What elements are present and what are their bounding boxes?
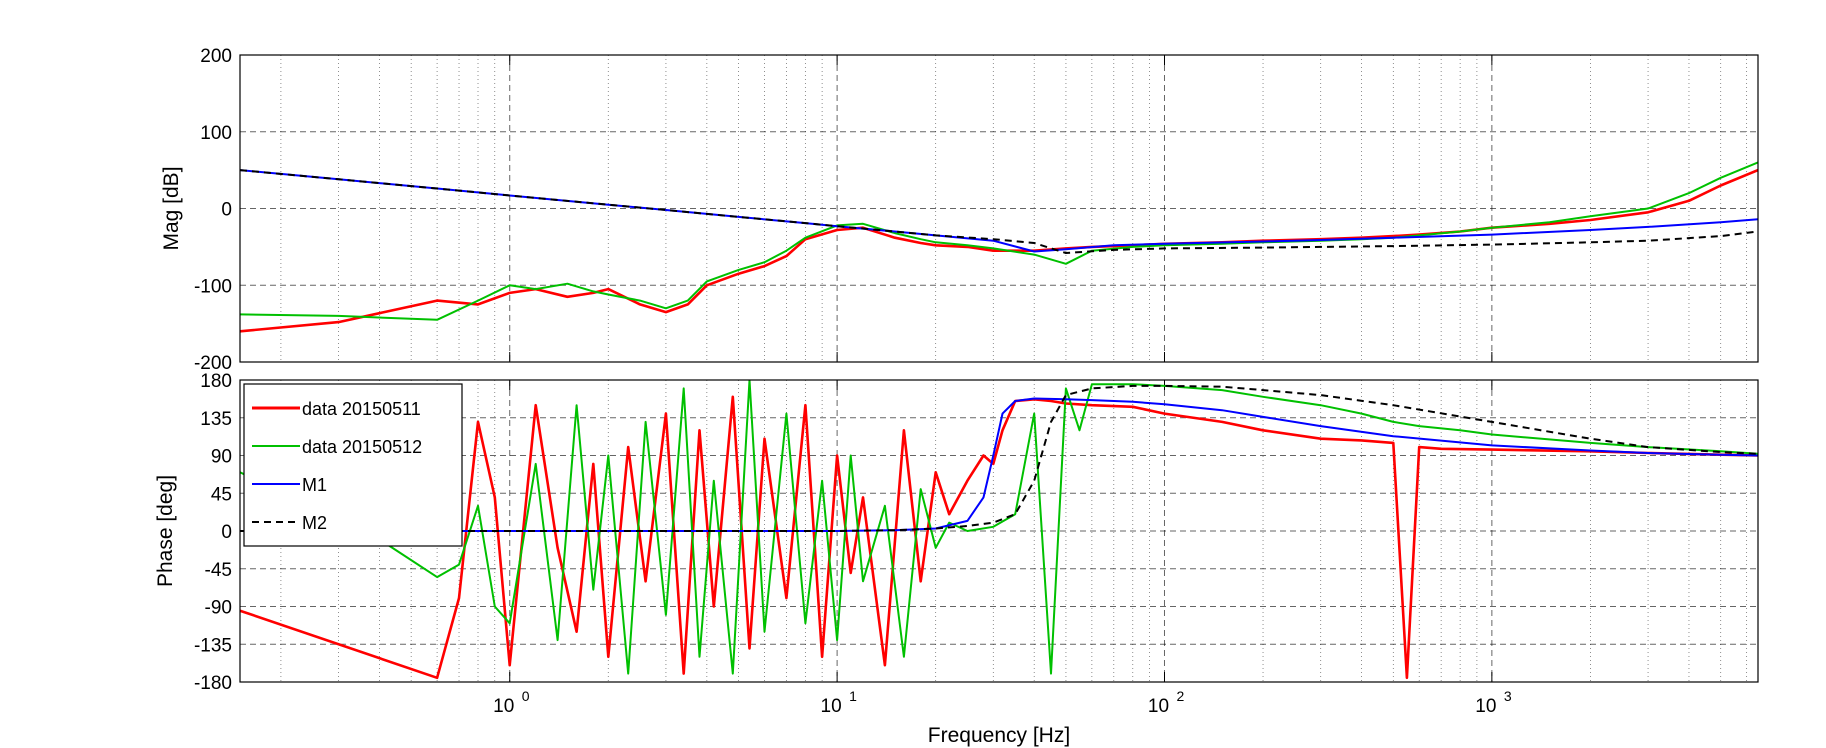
- x-tick-label: 10: [493, 696, 514, 717]
- phase-y-tick-label: 90: [211, 447, 232, 468]
- legend-label: M2: [302, 513, 327, 533]
- x-tick-exponent: 3: [1504, 688, 1512, 704]
- mag-axes-frame: [239, 54, 1759, 363]
- phase-y-tick-label: -90: [205, 598, 232, 619]
- x-tick-label: 10: [821, 696, 842, 717]
- phase-series-data-20150512: [240, 380, 1758, 675]
- mag-series-m2: [240, 169, 1758, 254]
- mag-y-tick-label: 200: [200, 46, 232, 67]
- x-tick-label: 10: [1475, 696, 1496, 717]
- magnitude-panel: -200 -100 0 100 200: [194, 46, 1759, 374]
- mag-y-ticks: -200 -100 0 100 200: [194, 46, 1493, 374]
- phase-series-group: [240, 380, 1758, 680]
- mag-series-group: [240, 161, 1758, 333]
- mag-grid: [240, 54, 1758, 363]
- legend-label: M1: [302, 475, 327, 495]
- phase-y-tick-label: 180: [200, 371, 232, 392]
- mag-y-tick-label: -100: [194, 276, 232, 297]
- x-tick-labels: 10 0 10 1 10 2 10 3: [493, 688, 1512, 717]
- x-tick-exponent: 1: [849, 688, 857, 704]
- phase-y-tick-label: -180: [194, 673, 232, 694]
- mag-series-data-20150511: [240, 168, 1758, 333]
- mag-y-tick-label: -200: [194, 353, 232, 374]
- legend-label: data 20150511: [302, 399, 421, 419]
- phase-y-tick-label: 0: [221, 522, 232, 543]
- phase-y-ticks: -180 -135 -90 -45 0 45 90 135 180: [194, 371, 1493, 694]
- x-tick-exponent: 2: [1176, 688, 1184, 704]
- phase-axes-frame: [239, 379, 1759, 683]
- legend: data 20150511 data 20150512 M1 M2: [243, 383, 463, 547]
- mag-y-tick-label: 0: [221, 200, 232, 221]
- phase-y-axis-label: Phase [deg]: [154, 475, 177, 587]
- phase-series-data-20150511: [240, 395, 1758, 680]
- frequency-x-axis-label: Frequency [Hz]: [928, 724, 1070, 747]
- legend-box: [243, 383, 463, 547]
- phase-y-tick-label: 45: [211, 484, 232, 505]
- phase-y-tick-label: -135: [194, 635, 232, 656]
- phase-y-tick-label: -45: [205, 560, 232, 581]
- x-tick-exponent: 0: [522, 688, 530, 704]
- phase-y-tick-label: 135: [200, 409, 232, 430]
- mag-series-data-20150512: [240, 161, 1758, 321]
- phase-panel: -180 -135 -90 -45 0 45 90 135 180 10 0 10 1 10 2 10 3: [194, 371, 1759, 717]
- x-tick-label: 10: [1148, 696, 1169, 717]
- mag-y-tick-label: 100: [200, 123, 232, 144]
- magnitude-y-axis-label: Mag [dB]: [160, 166, 183, 250]
- legend-label: data 20150512: [302, 437, 422, 457]
